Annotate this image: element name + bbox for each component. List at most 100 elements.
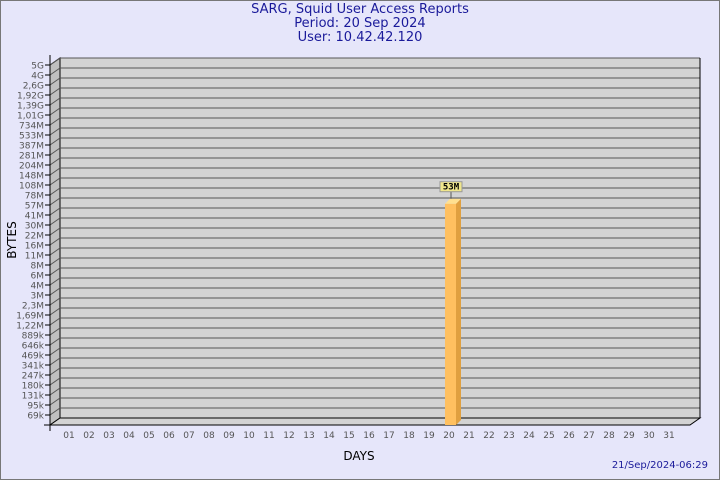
y-tick-label: 78M [25, 192, 44, 202]
y-tick-label: 8M [31, 262, 45, 272]
y-tick-label: 281M [19, 152, 44, 162]
x-tick-label: 10 [243, 431, 255, 441]
bar-top [445, 198, 461, 204]
y-tick-label: 1,22M [16, 322, 44, 332]
bar-side [456, 198, 461, 425]
gridline-diagonal [49, 197, 61, 206]
x-axis-label: DAYS [343, 449, 374, 463]
y-tick-label: 95k [27, 402, 44, 412]
x-tick-label: 06 [163, 431, 175, 441]
gridline-diagonal [49, 337, 61, 346]
y-tick-label: 4M [31, 282, 45, 292]
gridline-diagonal [49, 317, 61, 326]
y-tick-label: 41M [25, 212, 44, 222]
gridline-diagonal [49, 127, 61, 136]
x-tick-label: 04 [123, 431, 135, 441]
y-tick-label: 11M [25, 252, 44, 262]
x-tick-label: 22 [483, 431, 494, 441]
x-tick-label: 01 [63, 431, 74, 441]
gridline-diagonal [49, 177, 61, 186]
x-tick-label: 19 [423, 431, 435, 441]
y-tick-label: 2,6G [23, 82, 44, 92]
gridline-diagonal [49, 387, 61, 396]
x-tick-label: 20 [443, 431, 455, 441]
y-tick-label: 204M [19, 162, 44, 172]
gridline-diagonal [49, 77, 61, 86]
y-tick-label: 69k [27, 412, 44, 422]
gridline-diagonal [49, 57, 61, 66]
x-tick-label: 08 [203, 431, 215, 441]
gridline-diagonal [49, 147, 61, 156]
y-tick-label: 57M [25, 202, 44, 212]
gridline-diagonal [49, 137, 61, 146]
y-tick-label: 1,01G [17, 112, 44, 122]
gridline-diagonal [49, 277, 61, 286]
y-tick-label: 341k [22, 362, 45, 372]
x-tick-label: 15 [343, 431, 354, 441]
chart-title: SARG, Squid User Access Reports [251, 2, 469, 17]
x-tick-label: 14 [323, 431, 335, 441]
gridline-diagonal [49, 187, 61, 196]
gridline-diagonal [49, 167, 61, 176]
chart-period: Period: 20 Sep 2024 [294, 16, 426, 31]
x-tick-label: 05 [143, 431, 154, 441]
x-tick-label: 26 [563, 431, 575, 441]
gridline-diagonal [49, 237, 61, 246]
gridline-diagonal [49, 397, 61, 406]
gridline-diagonal [49, 407, 61, 416]
gridline-diagonal [49, 357, 61, 366]
gridline-diagonal [49, 227, 61, 236]
gridline-diagonal [49, 347, 61, 356]
y-tick-label: 4G [31, 72, 44, 82]
plot-area [50, 58, 700, 425]
y-tick-label: 148M [19, 172, 44, 182]
data-label: 53M [443, 183, 460, 193]
gridline-diagonal [49, 207, 61, 216]
x-tick-label: 09 [223, 431, 235, 441]
generated-timestamp: 21/Sep/2024-06:29 [611, 460, 708, 471]
gridline-diagonal [49, 67, 61, 76]
x-tick-label: 30 [643, 431, 655, 441]
gridline-diagonal [49, 377, 61, 386]
y-tick-label: 6M [31, 272, 45, 282]
y-tick-label: 1,69M [16, 312, 44, 322]
data-label-box [439, 181, 463, 193]
y-tick-label: 22M [25, 232, 44, 242]
gridline-diagonal [49, 87, 61, 96]
y-tick-label: 30M [25, 222, 44, 232]
gridline-diagonal [49, 157, 61, 166]
x-tick-label: 07 [183, 431, 194, 441]
gridline-diagonal [49, 297, 61, 306]
y-tick-label: 533M [19, 132, 44, 142]
x-tick-label: 18 [403, 431, 415, 441]
y-tick-label: 734M [19, 122, 44, 132]
y-tick-label: 2,3M [22, 302, 44, 312]
x-tick-label: 11 [263, 431, 274, 441]
y-tick-label: 3M [31, 292, 45, 302]
gridline-diagonal [49, 267, 61, 276]
gridline-diagonal [49, 247, 61, 256]
x-tick-label: 25 [543, 431, 554, 441]
x-tick-label: 03 [103, 431, 114, 441]
chart-user: User: 10.42.42.120 [297, 30, 423, 45]
gridline-diagonal [49, 257, 61, 266]
gridline-diagonal [49, 367, 61, 376]
bar-front [445, 203, 456, 425]
gridline-diagonal [49, 327, 61, 336]
y-tick-label: 469k [22, 352, 45, 362]
gridline-diagonal [49, 307, 61, 316]
y-axis-label: BYTES [5, 221, 19, 258]
gridline-diagonal [49, 287, 61, 296]
x-tick-label: 28 [603, 431, 615, 441]
y-tick-label: 387M [19, 142, 44, 152]
y-tick-label: 16M [25, 242, 44, 252]
x-tick-label: 17 [383, 431, 394, 441]
x-tick-label: 24 [523, 431, 535, 441]
y-tick-label: 646k [22, 342, 45, 352]
gridline-diagonal [49, 217, 61, 226]
y-tick-label: 131k [22, 392, 45, 402]
x-tick-label: 02 [83, 431, 94, 441]
y-tick-label: 1,39G [17, 102, 44, 112]
x-tick-label: 21 [463, 431, 474, 441]
